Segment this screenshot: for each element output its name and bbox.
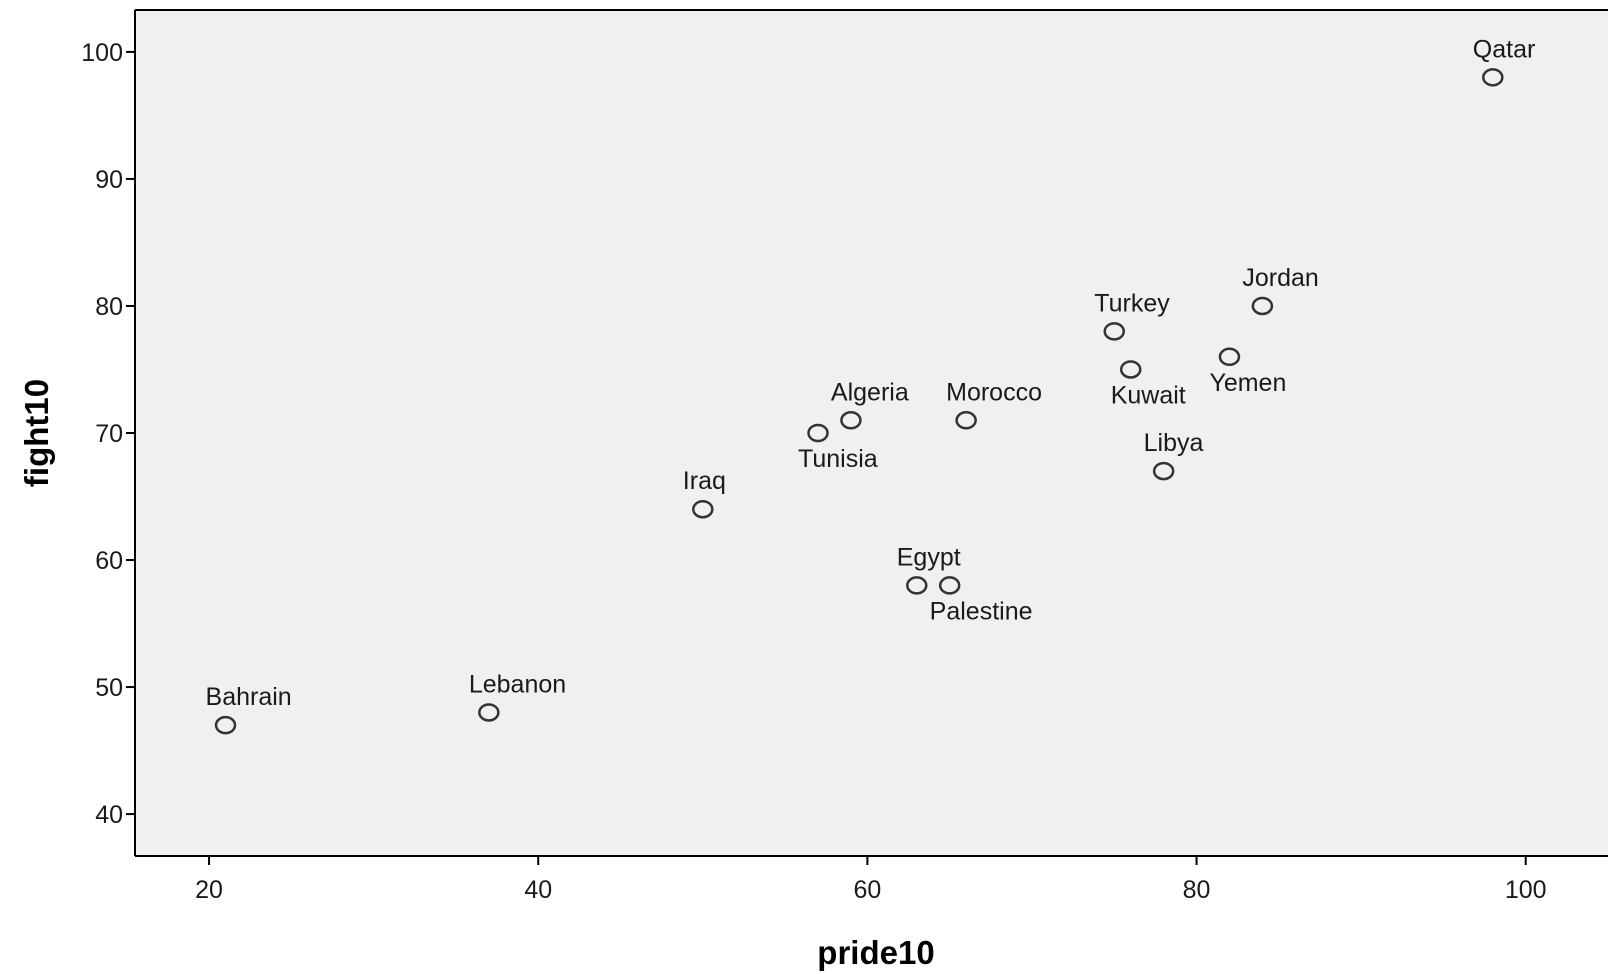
data-point-marker: [955, 411, 977, 430]
point-label: Yemen: [1209, 369, 1286, 397]
x-tick-label: 40: [524, 876, 552, 904]
data-point-marker: [1482, 68, 1504, 87]
y-tick-label: 40: [95, 801, 123, 829]
point-label: Jordan: [1242, 264, 1318, 292]
data-point-marker: [1251, 296, 1274, 316]
data-point-marker: [692, 499, 714, 519]
y-tick-label: 50: [95, 674, 123, 702]
x-tick-label: 60: [853, 876, 881, 904]
point-label: Egypt: [897, 543, 961, 571]
data-point-marker: [478, 703, 500, 722]
point-label: Turkey: [1094, 289, 1170, 317]
point-label: Iraq: [683, 467, 726, 495]
data-point-marker: [1119, 360, 1142, 379]
y-tick-label: 70: [95, 420, 123, 448]
data-point-marker: [1103, 322, 1126, 341]
y-tick-label: 80: [95, 293, 123, 321]
data-point-marker: [1152, 461, 1175, 481]
point-label: Lebanon: [469, 670, 566, 698]
point-label: Libya: [1144, 429, 1204, 457]
plot-area: [135, 10, 1608, 856]
x-tick-label: 20: [195, 876, 223, 904]
x-tick-label: 100: [1505, 876, 1547, 904]
data-point-marker: [807, 423, 829, 443]
y-tick-label: 100: [81, 39, 123, 67]
x-axis-title: pride10: [817, 934, 934, 971]
x-tick-label: 80: [1183, 876, 1211, 904]
y-tick-label: 60: [95, 547, 123, 575]
point-label: Algeria: [831, 378, 909, 406]
point-label: Bahrain: [206, 683, 292, 711]
data-point-marker: [906, 576, 928, 595]
data-point-marker: [214, 715, 237, 735]
data-points: Bahrain Lebanon Iraq Tunisia Algeria Egypt Pal…: [206, 35, 1536, 735]
y-axis-ticks: 40 50 60 70 80 90 100: [81, 39, 135, 829]
y-axis-title: fight10: [18, 379, 55, 487]
y-tick-label: 90: [95, 166, 123, 194]
point-label: Kuwait: [1111, 381, 1186, 409]
x-axis-ticks: 20 40 60 80 100: [195, 856, 1547, 904]
point-label: Morocco: [946, 378, 1042, 406]
data-point-marker: [840, 411, 862, 430]
point-label: Tunisia: [798, 445, 878, 473]
point-label: Palestine: [930, 597, 1033, 625]
point-label: Qatar: [1473, 35, 1536, 63]
data-point-marker: [938, 576, 961, 595]
data-point-marker: [1218, 347, 1241, 367]
